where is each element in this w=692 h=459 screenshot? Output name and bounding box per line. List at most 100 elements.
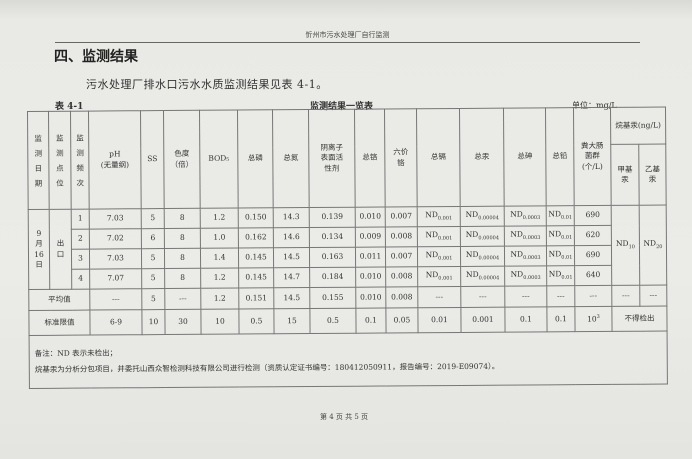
color-cell: 8 <box>164 268 201 289</box>
value-sub: 20 <box>656 244 663 251</box>
average-cell: 0.010 <box>355 286 386 309</box>
header-ph: pH (无量纲) <box>88 110 142 210</box>
unit-label: 单位：mg/L <box>572 101 617 110</box>
methyl-mercury-cell: ND10 <box>611 205 640 286</box>
standard-cell: 0.1 <box>546 306 576 332</box>
total-nitrogen-cell: 14.5 <box>273 247 310 268</box>
value-main: ND <box>465 270 479 280</box>
standard-cell: 0.1 <box>504 306 548 333</box>
header-fecal-coliform: 粪大肠 菌群 (个/L) <box>573 107 612 206</box>
value-main: ND <box>548 269 562 279</box>
standard-cell: 15 <box>273 308 311 334</box>
ss-cell: 5 <box>141 268 165 289</box>
standard-cell: 10 <box>200 309 240 335</box>
header-total-nitrogen: 总氮 <box>272 109 310 208</box>
total-arsenic-cell: ND0.0003 <box>504 245 547 267</box>
value-sup: 3 <box>596 313 600 320</box>
ph-cell: 7.02 <box>89 228 142 250</box>
anionic-surfactant-cell: 0.134 <box>309 227 356 248</box>
average-cell: --- <box>89 288 142 311</box>
value-main: ND <box>425 230 439 240</box>
ph-cell: 7.03 <box>89 208 142 230</box>
bod5-cell: 1.0 <box>200 228 239 249</box>
average-cell: --- <box>574 285 612 307</box>
total-mercury-cell: ND0.00004 <box>460 266 505 287</box>
note-line: 备注：ND 表示未检出； <box>34 348 118 359</box>
average-cell: --- <box>611 285 640 307</box>
bod5-cell: 1.4 <box>200 248 239 269</box>
value-sub: 0.001 <box>438 275 453 283</box>
fecal-coliform-cell: 690 <box>574 205 612 226</box>
header-total-chromium: 总铬 <box>354 109 386 208</box>
hexavalent-chromium-cell: 0.007 <box>385 206 418 228</box>
freq-cell: 1 <box>71 209 90 230</box>
standard-label: 标准限值 <box>28 310 91 336</box>
page-footer: 第 4 页 共 5 页 <box>320 413 369 421</box>
total-nitrogen-cell: 14.3 <box>273 207 310 228</box>
average-cell: --- <box>639 285 667 307</box>
table-title: 监测结果一览表 <box>310 102 374 112</box>
standard-cell: 0.5 <box>238 308 275 335</box>
value-sub: 0.001 <box>438 235 453 243</box>
standard-cell: 0.5 <box>309 308 357 334</box>
value-sub: 0.001 <box>438 255 453 263</box>
average-cell: 0.155 <box>309 287 356 309</box>
standard-cell: 103 <box>574 306 613 332</box>
header-total-mercury: 总汞 <box>459 108 505 207</box>
value-sub: 0.01 <box>561 235 573 242</box>
header-site: 监测点位 <box>48 111 72 210</box>
standard-cell: 10 <box>141 309 166 335</box>
standard-cell: 0.01 <box>417 307 462 333</box>
total-phosphorus-cell: 0.150 <box>238 207 274 229</box>
standard-cell: 30 <box>164 309 202 335</box>
value-main: ND <box>510 229 523 240</box>
average-cell: --- <box>460 286 505 308</box>
value-main: ND <box>548 229 562 239</box>
section-title: 四、监测结果 <box>54 49 138 65</box>
site-cell: 出 口 <box>49 209 72 290</box>
header-freq: 监测频次 <box>70 111 90 210</box>
total-chromium-cell: 0.010 <box>355 207 386 228</box>
average-cell: 1.2 <box>200 288 239 310</box>
header-anionic-surfactant: 阴离子 表面活 性剂 <box>308 109 356 208</box>
value-sub: 0.00004 <box>478 215 499 222</box>
header-ethyl-mercury: 乙基 汞 <box>638 144 667 206</box>
value-main: ND <box>548 249 562 259</box>
header-total-lead: 总铅 <box>545 107 575 206</box>
average-cell: 0.008 <box>385 286 418 308</box>
bod5-cell: 1.2 <box>200 208 239 229</box>
value-main: ND <box>425 250 439 260</box>
header-bod5: BOD₅ <box>199 110 239 209</box>
total-chromium-cell: 0.011 <box>355 247 386 268</box>
average-cell: --- <box>164 288 201 310</box>
total-chromium-cell: 0.010 <box>355 267 386 288</box>
average-cell: 0.151 <box>238 287 274 310</box>
average-cell: --- <box>417 286 461 308</box>
value-main: ND <box>465 230 479 240</box>
freq-cell: 4 <box>71 269 90 290</box>
ss-cell: 5 <box>141 248 165 269</box>
fecal-coliform-cell: 690 <box>574 245 612 266</box>
freq-cell: 3 <box>71 249 90 270</box>
header-alkyl-mercury: 烷基汞(ng/L) <box>610 107 666 145</box>
value-sub: 0.0003 <box>523 255 541 262</box>
value-sub: 0.0003 <box>523 275 541 282</box>
value-main: ND <box>465 210 479 220</box>
results-table: 监测日期 监测点位 监测频次 pH (无量纲) SS 色度 （倍） BOD₅ 总磷 总氮 阴离子 … <box>27 107 668 389</box>
average-cell: 14.5 <box>273 287 310 309</box>
total-mercury-cell: ND0.00004 <box>460 226 505 247</box>
total-nitrogen-cell: 14.6 <box>273 227 310 248</box>
header-ss: SS <box>140 110 165 209</box>
value-sub: 0.00004 <box>478 255 500 262</box>
value-main: ND <box>510 209 523 220</box>
value-main: 10 <box>587 314 597 324</box>
value-sub: 0.0003 <box>522 235 541 242</box>
total-lead-cell: ND0.01 <box>546 225 575 246</box>
freq-cell: 2 <box>71 229 90 250</box>
standard-cell: 0.1 <box>355 307 387 334</box>
value-main: ND <box>425 210 438 220</box>
total-chromium-cell: 0.009 <box>355 227 386 248</box>
ethyl-mercury-cell: ND20 <box>639 205 667 286</box>
total-arsenic-cell: ND0.0003 <box>504 225 547 247</box>
header-total-arsenic: 总砷 <box>503 107 547 207</box>
